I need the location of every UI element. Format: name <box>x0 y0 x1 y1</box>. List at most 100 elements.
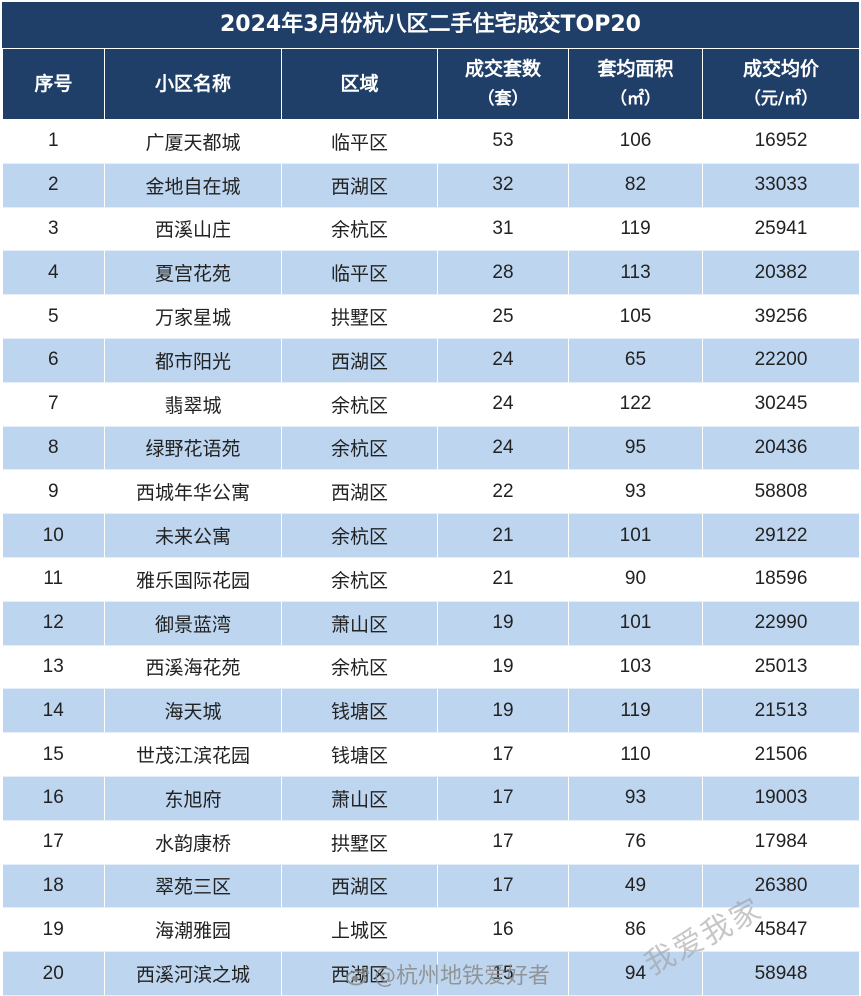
header-name: 小区名称 <box>104 48 282 120</box>
cell-rank: 14 <box>2 688 105 734</box>
cell-district: 余杭区 <box>281 207 438 252</box>
cell-rank: 3 <box>2 207 105 252</box>
ranking-table: 序号 小区名称 区域 成交套数 （套） 套均面积 （㎡） 成交均价 （元/㎡） … <box>2 48 860 996</box>
cell-price: 58808 <box>702 469 860 515</box>
table-row: 16 东旭府 萧山区 17 93 19003 <box>2 776 860 821</box>
table-row: 12 御景蓝湾 萧山区 19 101 22990 <box>2 601 860 646</box>
cell-district: 萧山区 <box>281 601 438 646</box>
cell-district: 西湖区 <box>281 338 438 383</box>
cell-area: 90 <box>568 557 703 602</box>
cell-rank: 8 <box>2 426 105 471</box>
cell-district: 西湖区 <box>281 163 438 208</box>
cell-price: 29122 <box>702 513 860 558</box>
cell-area: 86 <box>568 907 703 953</box>
table-row: 5 万家星城 拱墅区 25 105 39256 <box>2 294 860 339</box>
cell-price: 22200 <box>702 338 860 383</box>
cell-rank: 7 <box>2 382 105 427</box>
cell-area: 94 <box>568 951 703 996</box>
cell-price: 17984 <box>702 820 860 865</box>
cell-rank: 20 <box>2 951 105 996</box>
cell-name: 世茂江滨花园 <box>104 732 282 777</box>
table-row: 7 翡翠城 余杭区 24 122 30245 <box>2 382 860 427</box>
cell-rank: 15 <box>2 732 105 777</box>
header-area: 套均面积 （㎡） <box>568 48 703 120</box>
cell-rank: 9 <box>2 469 105 515</box>
weibo-watermark: @杭州地铁爱好者 <box>346 958 550 990</box>
cell-name: 翠苑三区 <box>104 864 282 909</box>
cell-rank: 19 <box>2 907 105 953</box>
table-row: 11 雅乐国际花园 余杭区 21 90 18596 <box>2 557 860 602</box>
cell-name: 夏宫花苑 <box>104 250 282 296</box>
cell-district: 临平区 <box>281 119 438 164</box>
header-price-unit: （元/㎡） <box>743 89 819 109</box>
table-row: 10 未来公寓 余杭区 21 101 29122 <box>2 513 860 558</box>
cell-name: 万家星城 <box>104 294 282 339</box>
table-row: 3 西溪山庄 余杭区 31 119 25941 <box>2 207 860 252</box>
cell-name: 西溪山庄 <box>104 207 282 252</box>
table-row: 20 西溪河滨之城 西湖区 15 94 58948 <box>2 951 860 996</box>
cell-area: 103 <box>568 645 703 690</box>
cell-area: 93 <box>568 469 703 515</box>
cell-name: 海天城 <box>104 688 282 734</box>
cell-price: 58948 <box>702 951 860 996</box>
cell-district: 西湖区 <box>281 469 438 515</box>
cell-district: 钱塘区 <box>281 732 438 777</box>
cell-name: 绿野花语苑 <box>104 426 282 471</box>
cell-price: 25941 <box>702 207 860 252</box>
cell-name: 东旭府 <box>104 776 282 821</box>
cell-price: 33033 <box>702 163 860 208</box>
cell-district: 上城区 <box>281 907 438 953</box>
header-district: 区域 <box>281 48 438 120</box>
cell-price: 19003 <box>702 776 860 821</box>
cell-deals: 22 <box>437 469 569 515</box>
cell-name: 雅乐国际花园 <box>104 557 282 602</box>
cell-name: 金地自在城 <box>104 163 282 208</box>
cell-area: 113 <box>568 250 703 296</box>
cell-area: 105 <box>568 294 703 339</box>
table-row: 14 海天城 钱塘区 19 119 21513 <box>2 688 860 734</box>
cell-district: 余杭区 <box>281 426 438 471</box>
cell-rank: 18 <box>2 864 105 909</box>
header-deals: 成交套数 （套） <box>437 48 569 120</box>
cell-area: 110 <box>568 732 703 777</box>
cell-deals: 21 <box>437 557 569 602</box>
cell-deals: 15 <box>437 951 569 996</box>
header-price: 成交均价 （元/㎡） <box>702 48 860 120</box>
table-row: 8 绿野花语苑 余杭区 24 95 20436 <box>2 426 860 471</box>
table-row: 17 水韵康桥 拱墅区 17 76 17984 <box>2 820 860 865</box>
cell-deals: 32 <box>437 163 569 208</box>
cell-rank: 5 <box>2 294 105 339</box>
cell-area: 93 <box>568 776 703 821</box>
cell-district: 余杭区 <box>281 382 438 427</box>
cell-area: 101 <box>568 601 703 646</box>
cell-rank: 11 <box>2 557 105 602</box>
cell-name: 水韵康桥 <box>104 820 282 865</box>
cell-area: 119 <box>568 688 703 734</box>
table-row: 2 金地自在城 西湖区 32 82 33033 <box>2 163 860 208</box>
cell-deals: 16 <box>437 907 569 953</box>
table-header-row: 序号 小区名称 区域 成交套数 （套） 套均面积 （㎡） 成交均价 （元/㎡） <box>2 48 860 120</box>
cell-price: 25013 <box>702 645 860 690</box>
cell-deals: 17 <box>437 820 569 865</box>
table-row: 9 西城年华公寓 西湖区 22 93 58808 <box>2 469 860 515</box>
table-row: 1 广厦天都城 临平区 53 106 16952 <box>2 119 860 164</box>
table-row: 19 海潮雅园 上城区 16 86 45847 <box>2 907 860 953</box>
cell-price: 20382 <box>702 250 860 296</box>
cell-deals: 24 <box>437 382 569 427</box>
cell-name: 翡翠城 <box>104 382 282 427</box>
header-rank: 序号 <box>2 48 105 120</box>
cell-rank: 13 <box>2 645 105 690</box>
cell-deals: 31 <box>437 207 569 252</box>
cell-name: 海潮雅园 <box>104 907 282 953</box>
cell-name: 西溪海花苑 <box>104 645 282 690</box>
cell-deals: 53 <box>437 119 569 164</box>
cell-price: 39256 <box>702 294 860 339</box>
cell-name: 西城年华公寓 <box>104 469 282 515</box>
cell-deals: 24 <box>437 426 569 471</box>
cell-deals: 17 <box>437 776 569 821</box>
table-title: 2024年3月份杭八区二手住宅成交TOP20 <box>2 2 859 48</box>
weibo-icon <box>346 967 369 986</box>
cell-area: 119 <box>568 207 703 252</box>
cell-name: 未来公寓 <box>104 513 282 558</box>
